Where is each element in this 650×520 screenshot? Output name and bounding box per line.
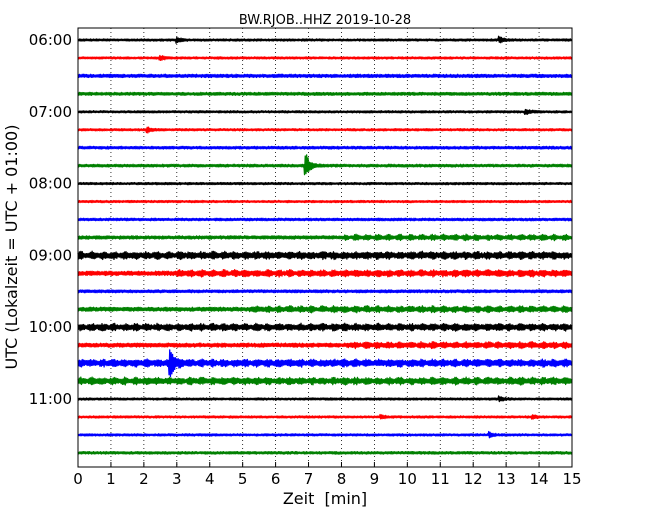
x-tick-label: 5 [238,470,248,488]
y-tick-label: 08:00 [29,175,72,193]
trace-line [77,54,573,62]
plot-frame [77,27,573,468]
x-tick-label: 6 [271,470,281,488]
trace-line [77,413,573,420]
x-tick-label: 11 [431,470,450,488]
y-tick-label: 09:00 [29,246,72,264]
x-tick-label: 8 [337,470,347,488]
x-tick-label: 12 [464,470,483,488]
seismogram-traces [77,35,573,455]
trace-line [77,126,573,134]
trace-line [77,145,573,150]
trace-line [77,217,573,222]
trace-line [77,91,573,96]
trace-line [77,154,573,176]
y-tick-label: 06:00 [29,31,72,49]
y-axis-label: UTC (Lokalzeit = UTC + 01:00) [2,125,21,370]
x-tick-label: 4 [205,470,215,488]
x-axis-ticks: 0 1 2 3 4 5 6 7 8 9 10 11 12 13 14 15 [73,462,582,488]
x-tick-label: 14 [530,470,549,488]
trace-line [77,305,573,314]
trace-line [77,250,573,261]
chart-title: BW.RJOB..HHZ 2019-10-28 [239,13,411,28]
trace-line [77,199,573,204]
x-tick-label: 10 [398,470,417,488]
x-tick-label: 9 [370,470,380,488]
y-tick-label: 07:00 [29,103,72,121]
trace-line [77,289,573,294]
y-tick-label: 10:00 [29,318,72,336]
trace-line [77,430,573,439]
trace-line [77,233,573,242]
trace-line [77,181,573,186]
y-tick-label: 11:00 [29,390,72,408]
x-tick-label: 15 [562,470,581,488]
x-tick-label: 1 [106,470,116,488]
x-axis-label: Zeit [min] [283,489,367,508]
x-tick-label: 13 [497,470,516,488]
trace-line [77,268,573,278]
x-tick-label: 0 [73,470,83,488]
trace-line [77,450,573,455]
trace-line [77,341,573,350]
y-axis-ticks: 06:00 07:00 08:00 09:00 10:00 11:00 [29,31,83,408]
x-tick-label: 3 [172,470,182,488]
x-tick-label: 2 [139,470,149,488]
x-tick-label: 7 [304,470,314,488]
trace-line [77,108,573,115]
trace-line [77,376,573,386]
trace-line [77,73,573,79]
trace-line [77,395,573,403]
trace-line [77,349,573,378]
trace-line [77,322,573,332]
trace-line [77,35,573,44]
